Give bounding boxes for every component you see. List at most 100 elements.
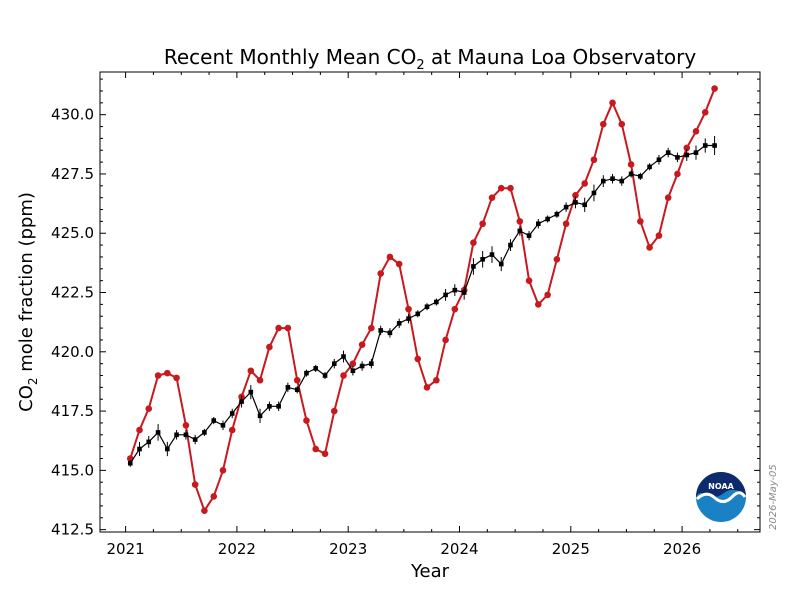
data-point [637,218,644,225]
data-point [600,178,606,184]
data-point [192,437,198,442]
data-point [164,369,171,377]
x-tick-label: 2025 [552,540,590,558]
data-point [638,174,643,179]
series-monthly-mean [126,85,718,514]
y-tick-label: 420.0 [51,343,94,361]
data-point [647,164,652,170]
data-point [340,372,347,379]
data-point [479,220,486,228]
y-axis-label: CO2 mole fraction (ppm) [16,192,40,412]
data-point [406,316,411,321]
data-point [330,407,338,415]
data-point [183,432,189,438]
data-point [154,372,162,379]
x-tick-label: 2026 [663,540,701,558]
data-point [377,270,384,277]
data-point [369,361,374,366]
series-deseasonalized [127,136,717,467]
data-point [702,143,708,148]
data-point [276,404,281,409]
data-point [433,376,440,384]
data-point [267,404,272,409]
x-tick-label: 2024 [440,540,478,558]
data-point [322,373,328,378]
data-point [304,370,309,376]
data-point [256,376,264,384]
data-point [489,252,495,257]
data-point [202,430,207,435]
data-point [182,421,190,429]
data-point [395,260,403,268]
data-point [618,120,626,128]
chart-title: Recent Monthly Mean CO2 at Mauna Loa Obs… [164,45,696,73]
y-tick-label: 427.5 [51,165,94,183]
data-point [331,361,337,366]
data-point [350,368,356,374]
data-point [554,211,560,217]
data-point [582,202,588,208]
data-point [609,99,616,107]
noaa-logo-text: NOAA [708,482,734,491]
data-point [646,244,653,251]
data-point [452,287,458,293]
data-point [378,328,383,333]
data-point [684,152,690,158]
data-point [712,143,717,148]
data-point [591,190,597,196]
data-point [386,253,394,261]
data-point [396,321,402,326]
data-point [257,413,263,419]
data-point [470,239,477,247]
data-point [590,156,598,164]
y-tick-label: 425.0 [51,224,94,242]
data-point [229,411,235,416]
data-point [284,324,292,332]
data-point [664,194,672,201]
data-point [387,330,393,336]
data-point [248,389,254,395]
data-point [145,405,153,413]
data-point [201,507,208,514]
y-tick-label: 417.5 [51,402,94,420]
data-point [534,301,542,308]
data-point [294,387,300,393]
data-point [211,418,217,423]
data-point [581,180,589,187]
data-point [442,336,449,344]
data-point [656,157,662,163]
data-point [545,216,550,222]
data-point [358,341,366,348]
data-point [498,261,504,267]
data-point [313,366,318,371]
data-point [266,343,273,351]
y-tick-label: 422.5 [51,284,94,302]
data-point [507,184,514,192]
data-point [359,363,365,369]
data-point [610,176,615,182]
data-point [155,430,161,435]
data-point [434,299,439,305]
y-tick-label: 415.0 [51,461,94,479]
data-point [480,257,485,262]
data-point [174,432,179,438]
data-point [627,161,635,168]
data-point [349,360,357,367]
data-point [239,399,244,404]
data-point [517,228,523,234]
data-point [136,426,143,434]
data-point [525,277,533,284]
data-point [293,376,301,384]
data-point [683,144,691,152]
data-point [497,184,505,192]
data-point [665,150,671,155]
x-tick-label: 2021 [107,540,145,558]
data-point [692,127,700,135]
data-point [173,374,180,382]
data-point [303,417,310,424]
data-point [191,481,199,488]
data-point [535,221,541,227]
data-point [415,311,421,317]
data-point [165,446,170,452]
x-axis-label: Year [410,561,450,582]
